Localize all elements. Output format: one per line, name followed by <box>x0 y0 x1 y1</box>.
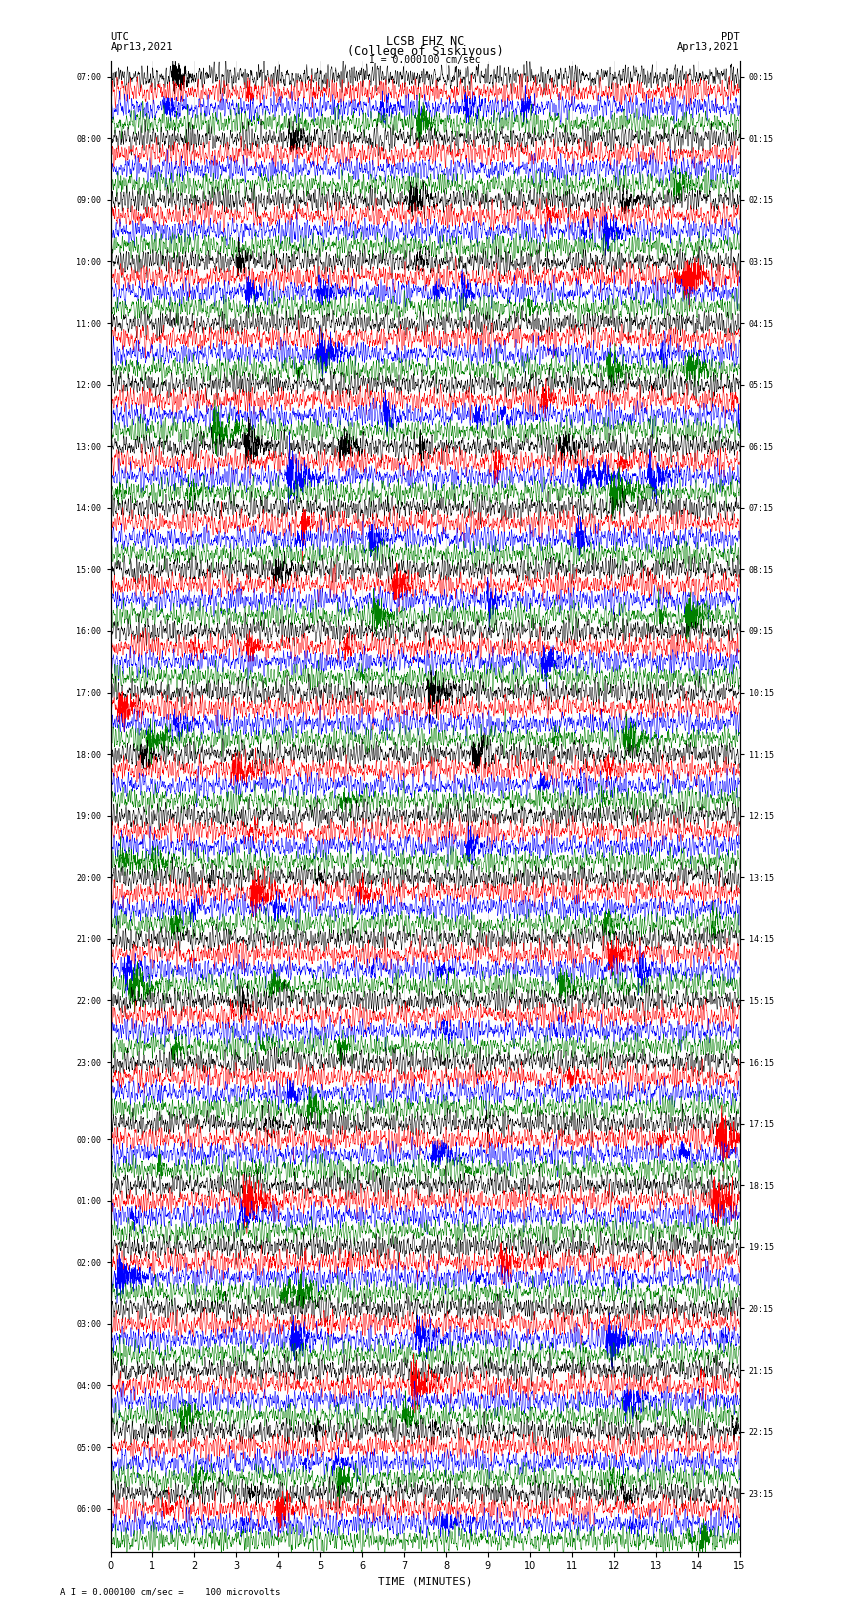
Text: LCSB EHZ NC: LCSB EHZ NC <box>386 35 464 48</box>
X-axis label: TIME (MINUTES): TIME (MINUTES) <box>377 1578 473 1587</box>
Text: Apr13,2021: Apr13,2021 <box>110 42 173 52</box>
Text: PDT: PDT <box>721 32 740 42</box>
Text: A I = 0.000100 cm/sec =    100 microvolts: A I = 0.000100 cm/sec = 100 microvolts <box>60 1587 280 1597</box>
Text: Apr13,2021: Apr13,2021 <box>677 42 740 52</box>
Text: I = 0.000100 cm/sec: I = 0.000100 cm/sec <box>369 55 481 65</box>
Text: UTC: UTC <box>110 32 129 42</box>
Text: (College of Siskiyous): (College of Siskiyous) <box>347 45 503 58</box>
